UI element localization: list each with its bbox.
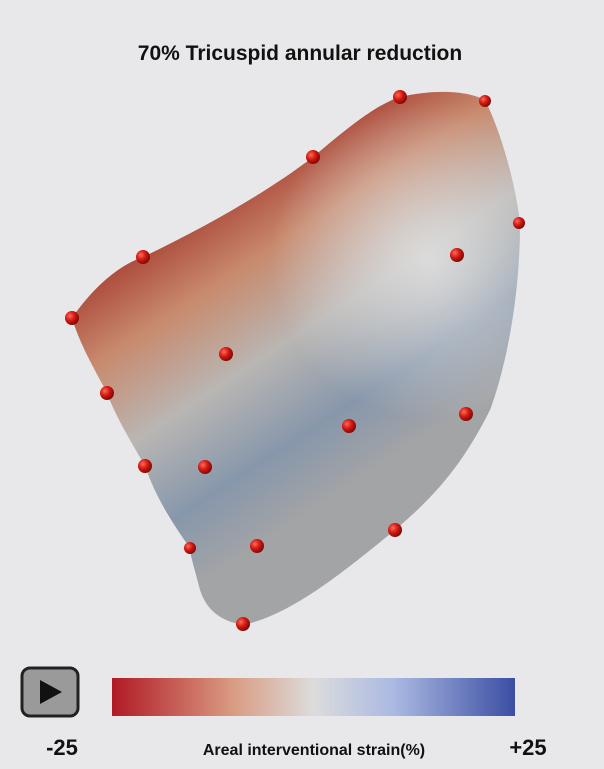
title: 70% Tricuspid annular reduction — [138, 42, 462, 65]
marker — [306, 150, 320, 164]
marker — [219, 347, 233, 361]
colorbar-title: Areal interventional strain(%) — [203, 742, 425, 759]
surface-shading — [72, 91, 520, 625]
marker — [342, 419, 356, 433]
marker — [459, 407, 473, 421]
marker — [100, 386, 114, 400]
marker — [198, 460, 212, 474]
play-icon[interactable] — [40, 680, 62, 704]
marker — [138, 459, 152, 473]
marker — [184, 542, 196, 554]
markers — [65, 90, 525, 631]
marker — [450, 248, 464, 262]
marker — [513, 217, 525, 229]
marker — [65, 311, 79, 325]
marker — [250, 539, 264, 553]
surface — [72, 91, 520, 625]
marker — [136, 250, 150, 264]
marker — [393, 90, 407, 104]
colorbar-min-label: -25 — [46, 735, 78, 760]
marker — [479, 95, 491, 107]
colorbar — [112, 678, 515, 716]
marker — [236, 617, 250, 631]
marker — [388, 523, 402, 537]
colorbar-max-label: +25 — [509, 735, 546, 760]
play-button[interactable] — [20, 666, 80, 718]
